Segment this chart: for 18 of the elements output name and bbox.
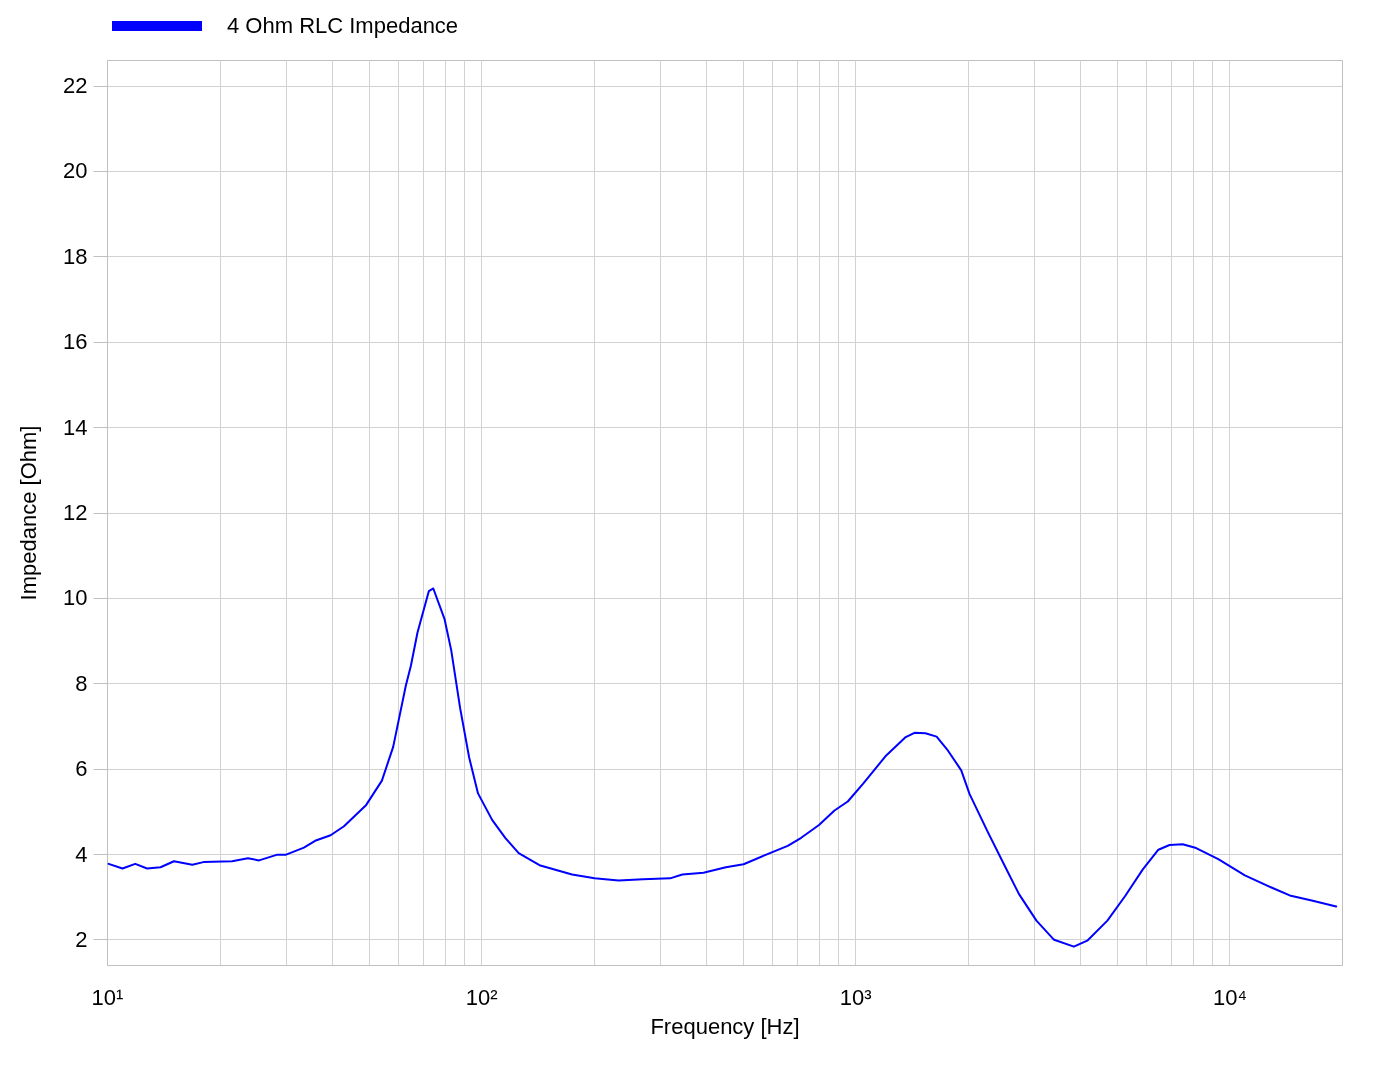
x-axis-title: Frequency [Hz]: [650, 1013, 800, 1039]
x-tick-label: 10²: [465, 984, 498, 1010]
y-tick-label: 2: [75, 926, 88, 952]
y-tick-label: 18: [63, 243, 88, 269]
y-tick-label: 10: [63, 585, 88, 611]
y-tick-label: 20: [63, 158, 88, 184]
x-tick-label: 10³: [839, 984, 872, 1010]
y-axis-title: Impedance [Ohm]: [16, 425, 42, 601]
y-tick-label: 6: [75, 756, 88, 782]
y-tick-label: 14: [63, 414, 88, 440]
y-tick-label: 22: [63, 73, 88, 99]
legend-label: 4 Ohm RLC Impedance: [227, 13, 459, 38]
y-tick-label: 16: [63, 329, 88, 355]
y-tick-label: 4: [75, 841, 88, 867]
y-tick-label: 12: [63, 500, 88, 525]
x-tick-label: 10¹: [91, 984, 124, 1010]
y-tick-label: 8: [75, 670, 88, 696]
x-tick-label: 10⁴: [1212, 984, 1247, 1010]
